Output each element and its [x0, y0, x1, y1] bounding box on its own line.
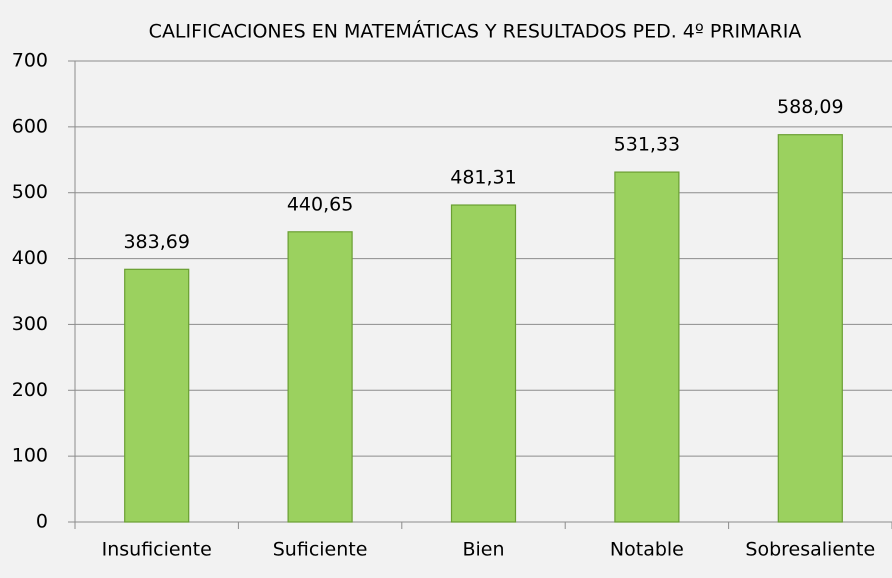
x-tick-label: Suficiente [273, 539, 368, 561]
y-tick-label: 0 [36, 511, 48, 533]
bar [777, 134, 843, 523]
chart-title: CALIFICACIONES EN MATEMÁTICAS Y RESULTAD… [149, 20, 802, 43]
y-tick-label: 700 [12, 50, 48, 72]
x-tick-label: Notable [610, 539, 684, 561]
y-tick-label: 500 [12, 181, 48, 203]
bar [450, 204, 517, 523]
y-tick-label: 400 [12, 247, 48, 269]
x-tick-label: Bien [462, 539, 504, 561]
data-label: 440,65 [287, 193, 353, 215]
y-tick-label: 200 [12, 379, 48, 401]
data-label: 531,33 [614, 134, 680, 156]
y-tick-label: 300 [12, 313, 48, 335]
y-tick-label: 100 [12, 445, 48, 467]
data-label: 383,69 [123, 231, 189, 253]
x-tick-label: Insuficiente [102, 539, 212, 561]
data-label: 588,09 [777, 96, 843, 118]
data-label: 481,31 [450, 167, 516, 189]
bar [287, 231, 353, 523]
bar [614, 171, 680, 523]
bar [124, 268, 190, 523]
y-tick-label: 600 [12, 115, 48, 137]
x-tick-label: Sobresaliente [745, 539, 875, 561]
